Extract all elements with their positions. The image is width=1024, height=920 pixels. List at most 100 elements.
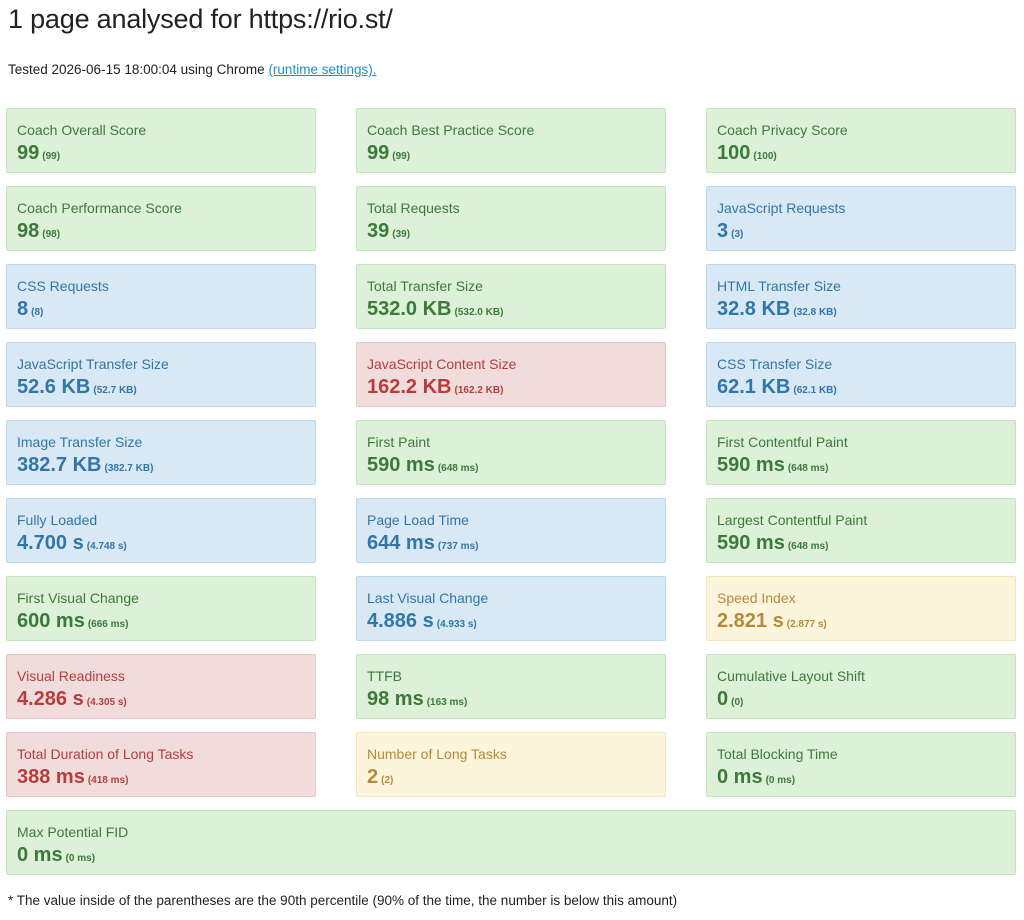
metric-label: Coach Best Practice Score bbox=[367, 122, 535, 138]
metric-p90: (648 ms) bbox=[437, 463, 479, 474]
metric-card: First Contentful Paint 590 ms (648 ms) bbox=[706, 420, 1016, 485]
metric-p90: (418 ms) bbox=[87, 775, 129, 786]
metric-card: First Paint 590 ms (648 ms) bbox=[356, 420, 666, 485]
metric-value-line: 98 (98) bbox=[17, 219, 305, 243]
metric-value: 99 bbox=[17, 142, 40, 164]
metric-value: 4.700 s bbox=[17, 532, 84, 554]
metric-label: Max Potential FID bbox=[17, 824, 129, 840]
metric-label: Total Duration of Long Tasks bbox=[17, 746, 194, 762]
metric-label: Page Load Time bbox=[367, 512, 469, 528]
metric-label: Total Requests bbox=[367, 200, 460, 216]
metric-value-line: 532.0 KB (532.0 KB) bbox=[367, 297, 655, 321]
metric-value: 98 ms bbox=[367, 688, 424, 710]
metric-value: 39 bbox=[367, 220, 390, 242]
metric-value: 32.8 KB bbox=[717, 298, 791, 320]
metric-value: 98 bbox=[17, 220, 40, 242]
metric-card: TTFB 98 ms (163 ms) bbox=[356, 654, 666, 719]
metric-value: 2.821 s bbox=[717, 610, 784, 632]
metric-value: 100 bbox=[717, 142, 751, 164]
runtime-settings-link[interactable]: (runtime settings). bbox=[268, 62, 377, 77]
metric-label: Fully Loaded bbox=[17, 512, 98, 528]
metric-value-line: 0 ms (0 ms) bbox=[717, 765, 1005, 789]
metric-card: Coach Performance Score 98 (98) bbox=[6, 186, 316, 251]
metric-label: Largest Contentful Paint bbox=[717, 512, 868, 528]
metric-value-line: 600 ms (666 ms) bbox=[17, 609, 305, 633]
metric-label: Last Visual Change bbox=[367, 590, 489, 606]
metric-card: Coach Best Practice Score 99 (99) bbox=[356, 108, 666, 173]
metric-value: 590 ms bbox=[717, 532, 785, 554]
metric-value-line: 590 ms (648 ms) bbox=[717, 453, 1005, 477]
metric-value: 0 bbox=[717, 688, 729, 710]
metric-p90: (0 ms) bbox=[65, 853, 96, 864]
metric-value-line: 382.7 KB (382.7 KB) bbox=[17, 453, 305, 477]
metric-value: 8 bbox=[17, 298, 29, 320]
metric-p90: (2.877 s) bbox=[786, 619, 827, 630]
metric-p90: (0) bbox=[731, 697, 744, 708]
metric-value-line: 39 (39) bbox=[367, 219, 655, 243]
metric-p90: (99) bbox=[42, 151, 61, 162]
metric-card: Coach Overall Score 99 (99) bbox=[6, 108, 316, 173]
metric-label: TTFB bbox=[367, 668, 402, 684]
metric-value: 52.6 KB bbox=[17, 376, 91, 398]
metric-value: 2 bbox=[367, 766, 379, 788]
metric-p90: (648 ms) bbox=[787, 541, 829, 552]
metric-value-line: 3 (3) bbox=[717, 219, 1005, 243]
metric-value: 4.886 s bbox=[367, 610, 434, 632]
metric-value-line: 99 (99) bbox=[17, 141, 305, 165]
metric-card: Speed Index 2.821 s (2.877 s) bbox=[706, 576, 1016, 641]
test-info: Tested 2026-06-15 18:00:04 using Chrome … bbox=[8, 62, 376, 77]
metric-p90: (532.0 KB) bbox=[454, 307, 504, 318]
metric-value-line: 590 ms (648 ms) bbox=[367, 453, 655, 477]
metric-card: Fully Loaded 4.700 s (4.748 s) bbox=[6, 498, 316, 563]
metric-value-line: 590 ms (648 ms) bbox=[717, 531, 1005, 555]
metric-card: Coach Privacy Score 100 (100) bbox=[706, 108, 1016, 173]
metric-value: 532.0 KB bbox=[367, 298, 452, 320]
metric-p90: (39) bbox=[392, 229, 411, 240]
metric-value: 388 ms bbox=[17, 766, 85, 788]
metric-p90: (737 ms) bbox=[437, 541, 479, 552]
metric-card: HTML Transfer Size 32.8 KB (32.8 KB) bbox=[706, 264, 1016, 329]
metrics-grid: Coach Overall Score 99 (99) Coach Best Prac… bbox=[6, 108, 1016, 875]
metric-value-line: 98 ms (163 ms) bbox=[367, 687, 655, 711]
metric-value-line: 388 ms (418 ms) bbox=[17, 765, 305, 789]
metric-card: JavaScript Content Size 162.2 KB (162.2 KB… bbox=[356, 342, 666, 407]
metric-value-line: 4.886 s (4.933 s) bbox=[367, 609, 655, 633]
metric-p90: (382.7 KB) bbox=[104, 463, 154, 474]
metric-p90: (648 ms) bbox=[787, 463, 829, 474]
metric-card: Total Blocking Time 0 ms (0 ms) bbox=[706, 732, 1016, 797]
metric-value: 99 bbox=[367, 142, 390, 164]
metric-p90: (32.8 KB) bbox=[793, 307, 837, 318]
metric-card: Last Visual Change 4.886 s (4.933 s) bbox=[356, 576, 666, 641]
metric-value-line: 644 ms (737 ms) bbox=[367, 531, 655, 555]
metric-label: CSS Transfer Size bbox=[717, 356, 833, 372]
metric-card: JavaScript Requests 3 (3) bbox=[706, 186, 1016, 251]
metric-p90: (2) bbox=[381, 775, 394, 786]
metric-label: HTML Transfer Size bbox=[717, 278, 841, 294]
metric-card: Max Potential FID 0 ms (0 ms) bbox=[6, 810, 1016, 875]
metric-label: Image Transfer Size bbox=[17, 434, 143, 450]
metric-label: Speed Index bbox=[717, 590, 796, 606]
metric-label: Total Transfer Size bbox=[367, 278, 483, 294]
metric-label: Coach Privacy Score bbox=[717, 122, 848, 138]
metric-value-line: 0 (0) bbox=[717, 687, 1005, 711]
metric-value-line: 52.6 KB (52.7 KB) bbox=[17, 375, 305, 399]
metric-value-line: 99 (99) bbox=[367, 141, 655, 165]
metric-card: CSS Requests 8 (8) bbox=[6, 264, 316, 329]
metric-label: CSS Requests bbox=[17, 278, 109, 294]
metric-p90: (4.933 s) bbox=[436, 619, 477, 630]
metric-card: First Visual Change 600 ms (666 ms) bbox=[6, 576, 316, 641]
metric-label: JavaScript Transfer Size bbox=[17, 356, 169, 372]
metric-card: Visual Readiness 4.286 s (4.305 s) bbox=[6, 654, 316, 719]
metric-p90: (8) bbox=[31, 307, 44, 318]
metric-value: 382.7 KB bbox=[17, 454, 102, 476]
metric-value-line: 4.700 s (4.748 s) bbox=[17, 531, 305, 555]
metric-p90: (666 ms) bbox=[87, 619, 129, 630]
metric-label: Visual Readiness bbox=[17, 668, 125, 684]
metric-label: JavaScript Content Size bbox=[367, 356, 517, 372]
metric-value: 590 ms bbox=[367, 454, 435, 476]
metric-label: Coach Performance Score bbox=[17, 200, 182, 216]
metric-value: 600 ms bbox=[17, 610, 85, 632]
metric-p90: (98) bbox=[42, 229, 61, 240]
metric-value-line: 4.286 s (4.305 s) bbox=[17, 687, 305, 711]
